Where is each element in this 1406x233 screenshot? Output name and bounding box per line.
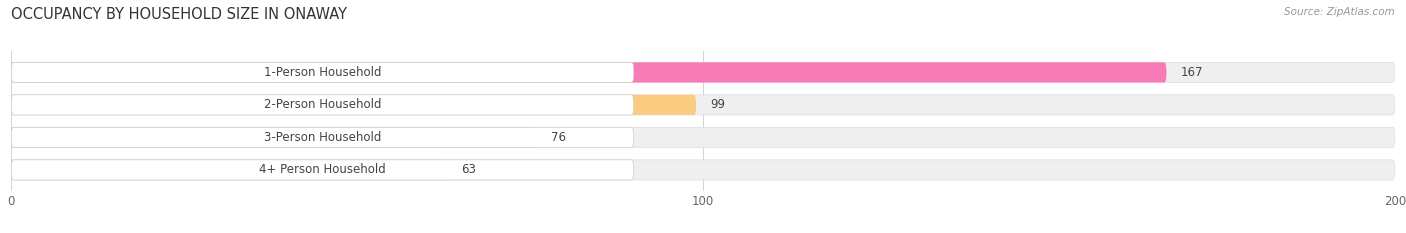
FancyBboxPatch shape	[11, 127, 537, 147]
Text: OCCUPANCY BY HOUSEHOLD SIZE IN ONAWAY: OCCUPANCY BY HOUSEHOLD SIZE IN ONAWAY	[11, 7, 347, 22]
FancyBboxPatch shape	[11, 62, 634, 82]
FancyBboxPatch shape	[11, 62, 1167, 82]
FancyBboxPatch shape	[11, 127, 634, 147]
FancyBboxPatch shape	[11, 62, 1395, 82]
Text: 3-Person Household: 3-Person Household	[264, 131, 381, 144]
Text: 167: 167	[1180, 66, 1202, 79]
Text: 76: 76	[551, 131, 565, 144]
FancyBboxPatch shape	[11, 95, 696, 115]
Text: 1-Person Household: 1-Person Household	[264, 66, 381, 79]
FancyBboxPatch shape	[11, 160, 447, 180]
FancyBboxPatch shape	[11, 127, 1395, 147]
Text: 63: 63	[461, 163, 475, 176]
FancyBboxPatch shape	[11, 95, 634, 115]
Text: Source: ZipAtlas.com: Source: ZipAtlas.com	[1284, 7, 1395, 17]
Text: 99: 99	[710, 98, 725, 111]
FancyBboxPatch shape	[11, 160, 1395, 180]
Text: 2-Person Household: 2-Person Household	[264, 98, 381, 111]
Text: 4+ Person Household: 4+ Person Household	[259, 163, 385, 176]
FancyBboxPatch shape	[11, 95, 1395, 115]
FancyBboxPatch shape	[11, 160, 634, 180]
